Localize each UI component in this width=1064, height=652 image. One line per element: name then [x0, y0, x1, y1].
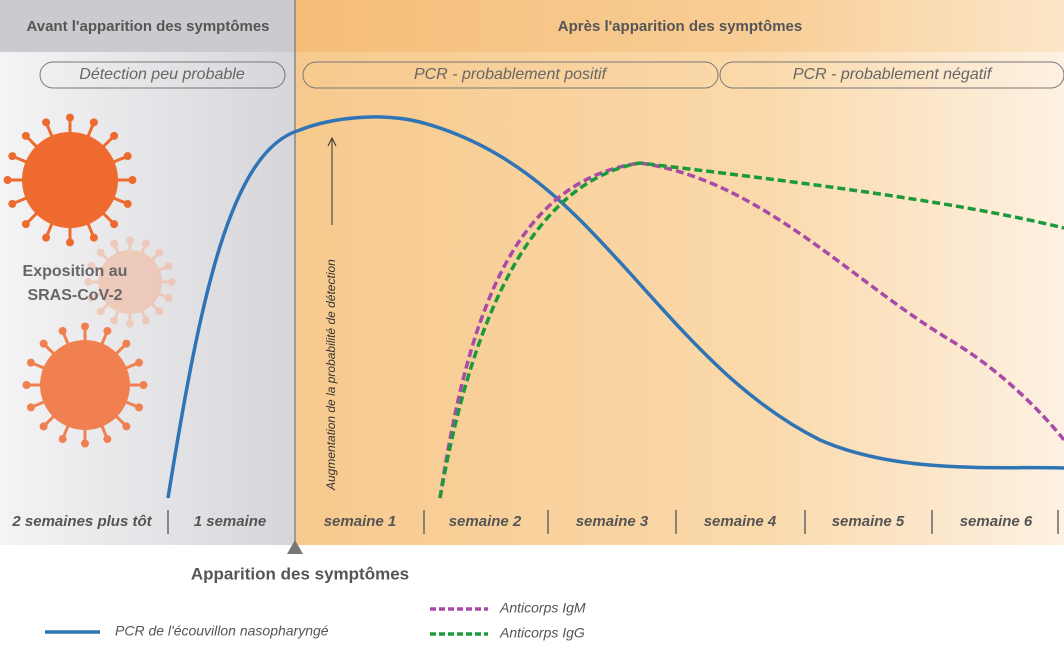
virus-knob: [135, 403, 143, 411]
timeline-label: semaine 3: [576, 513, 649, 530]
phase-label: PCR - probablement négatif: [793, 66, 993, 83]
virus-knob: [27, 403, 35, 411]
onset-label: Apparition des symptômes: [191, 564, 409, 583]
virus-knob: [135, 359, 143, 367]
virus-knob: [40, 422, 48, 430]
virus-knob: [81, 323, 89, 331]
virus-knob: [42, 234, 50, 242]
virus-knob: [110, 316, 118, 324]
virus: [4, 114, 137, 247]
virus: [23, 323, 148, 448]
timeline-label: semaine 5: [832, 513, 905, 530]
virus-knob: [126, 236, 134, 244]
virus-knob: [23, 381, 31, 389]
diagram: Avant l'apparition des symptômes Après l…: [0, 0, 1064, 647]
virus-knob: [164, 262, 172, 270]
phase-label: Détection peu probable: [79, 66, 245, 83]
virus-knob: [81, 440, 89, 448]
virus-knob: [126, 320, 134, 328]
virus-body: [22, 132, 118, 228]
virus-knob: [124, 152, 132, 160]
virus-knob: [59, 435, 67, 443]
virus-knob: [66, 114, 74, 122]
virus-knob: [103, 435, 111, 443]
virus-knob: [128, 176, 136, 184]
virus-body: [40, 340, 130, 430]
virus-knob: [142, 240, 150, 248]
virus-knob: [40, 340, 48, 348]
virus-knob: [22, 220, 30, 228]
header-after: Après l'apparition des symptômes: [558, 18, 802, 35]
timeline-label: semaine 4: [704, 513, 777, 530]
exposure-label: SRAS-CoV-2: [27, 287, 122, 304]
page: Avant l'apparition des symptômes Après l…: [0, 0, 1064, 647]
virus-knob: [168, 278, 176, 286]
virus-knob: [122, 340, 130, 348]
virus-knob: [22, 132, 30, 140]
virus-knob: [155, 249, 163, 257]
virus-knob: [90, 118, 98, 126]
virus-knob: [4, 176, 12, 184]
legend-label: PCR de l'écouvillon nasopharyngé: [115, 623, 329, 639]
virus-knob: [8, 152, 16, 160]
virus-knob: [103, 327, 111, 335]
axis-label: Augmentation de la probabilité de détect…: [324, 259, 338, 491]
phase-label: PCR - probablement positif: [414, 66, 608, 83]
virus-body: [98, 250, 162, 314]
exposure-label: Exposition au: [23, 263, 128, 280]
virus-knob: [8, 200, 16, 208]
virus-knob: [164, 294, 172, 302]
timeline-label: 1 semaine: [194, 513, 267, 530]
virus-knob: [140, 381, 148, 389]
legend-label: Anticorps IgG: [499, 625, 585, 641]
virus-knob: [97, 249, 105, 257]
virus-knob: [142, 316, 150, 324]
virus-knob: [122, 422, 130, 430]
virus-knob: [155, 307, 163, 315]
timeline-label: semaine 6: [960, 513, 1033, 530]
virus-knob: [27, 359, 35, 367]
timeline-label: semaine 1: [324, 513, 397, 530]
virus-knob: [90, 234, 98, 242]
timeline-label: semaine 2: [449, 513, 522, 530]
virus-knob: [110, 240, 118, 248]
virus-knob: [110, 220, 118, 228]
virus-knob: [42, 118, 50, 126]
virus-knob: [124, 200, 132, 208]
virus-knob: [66, 238, 74, 246]
virus-knob: [110, 132, 118, 140]
virus-knob: [97, 307, 105, 315]
legend-label: Anticorps IgM: [499, 600, 586, 616]
timeline-label: 2 semaines plus tôt: [11, 513, 152, 530]
virus-knob: [59, 327, 67, 335]
header-before: Avant l'apparition des symptômes: [26, 18, 269, 35]
virus: [84, 236, 175, 327]
